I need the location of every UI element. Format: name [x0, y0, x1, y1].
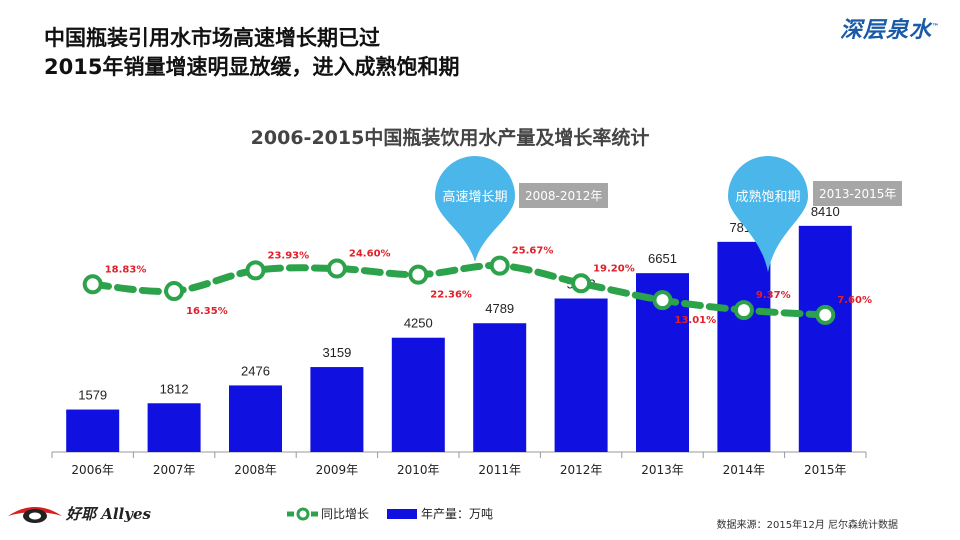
legend-item-growth: 同比增长	[285, 505, 369, 522]
x-tick-label: 2014年	[723, 463, 766, 477]
growth-point	[733, 300, 754, 321]
bar-value-label: 4250	[404, 316, 433, 331]
bar-value-label: 4789	[485, 301, 514, 316]
x-tick-label: 2006年	[71, 463, 114, 477]
callout-tag-mature-period: 2013-2015年	[813, 181, 903, 206]
legend-bar-swatch	[387, 508, 418, 519]
bar-value-label: 3159	[322, 345, 351, 360]
growth-point	[164, 281, 185, 302]
growth-label: 7.60%	[837, 295, 872, 306]
legend-item-output: 年产量：万吨	[387, 505, 493, 522]
allyes-logo-icon	[8, 507, 62, 523]
bar-value-label: 1812	[160, 381, 189, 396]
growth-label: 24.60%	[349, 249, 391, 260]
bar-2011年	[473, 323, 527, 452]
headline-line-2: 2015年销量增速明显放缓，进入成熟饱和期	[44, 55, 460, 79]
bar-2010年	[391, 337, 445, 452]
callout-bubble-label: 高速增长期	[442, 189, 507, 205]
legend-label-output: 年产量：万吨	[421, 507, 494, 521]
x-tick-label: 2015年	[804, 463, 847, 477]
growth-label: 18.83%	[105, 264, 147, 275]
growth-label: 23.93%	[268, 250, 310, 261]
legend-line-swatch	[287, 507, 319, 520]
growth-point	[408, 264, 429, 285]
growth-label: 13.01%	[675, 315, 717, 326]
allyes-logo-text: 好耶 Allyes	[66, 504, 151, 523]
growth-point	[326, 258, 347, 279]
growth-line	[89, 262, 829, 319]
bar-2007年	[147, 403, 201, 452]
bar-value-label: 2476	[241, 363, 270, 378]
x-tick-label: 2010年	[397, 463, 440, 477]
bar-value-label: 6651	[648, 251, 677, 266]
x-tick-label: 2009年	[316, 463, 359, 477]
bar-2014年	[717, 241, 771, 452]
x-tick-label: 2008年	[234, 463, 277, 477]
bar-2008年	[229, 385, 282, 452]
x-tick-label: 2007年	[153, 463, 196, 477]
headline-line-1: 中国瓶装引用水市场高速增长期已过	[44, 26, 380, 50]
brand-logo: 深层泉水™	[840, 12, 940, 44]
data-source: 数据来源：2015年12月 尼尔森统计数据	[716, 520, 898, 531]
x-tick-label: 2011年	[478, 463, 521, 477]
growth-label: 9.37%	[756, 290, 791, 301]
callout-bubble	[728, 156, 808, 272]
callout-bubble-label: 成熟饱和期	[735, 189, 800, 205]
x-tick-label: 2012年	[560, 463, 603, 477]
callout-bubble	[435, 156, 515, 262]
bar-value-label: 1579	[78, 388, 107, 403]
headline: 中国瓶装引用水市场高速增长期已过 2015年销量增速明显放缓，进入成熟饱和期	[44, 24, 459, 82]
brand-trademark: ™	[932, 22, 940, 31]
growth-point	[489, 255, 510, 276]
growth-label: 19.20%	[593, 263, 635, 274]
growth-point	[82, 274, 103, 295]
growth-label: 25.67%	[512, 246, 554, 257]
growth-point	[245, 260, 266, 281]
allyes-logo: 好耶 Allyes	[6, 500, 151, 526]
chart-title: 2006-2015中国瓶装饮用水产量及增长率统计	[250, 127, 650, 149]
legend-label-growth: 同比增长	[321, 507, 370, 521]
bar-2006年	[66, 409, 120, 452]
bar-2015年	[798, 225, 852, 452]
growth-point	[652, 290, 673, 311]
growth-point	[571, 273, 592, 294]
callout-tag-growth-period: 2008-2012年	[519, 183, 609, 208]
bar-2012年	[554, 298, 608, 452]
growth-label: 22.36%	[430, 290, 472, 301]
brand-name: 深层泉水	[839, 18, 932, 43]
growth-label: 16.35%	[186, 306, 228, 317]
chart-legend: 同比增长 年产量：万吨	[285, 505, 511, 522]
bar-value-label: 8410	[811, 204, 840, 219]
growth-point	[815, 304, 836, 325]
bar-2009年	[310, 367, 364, 452]
x-tick-label: 2013年	[641, 463, 684, 477]
